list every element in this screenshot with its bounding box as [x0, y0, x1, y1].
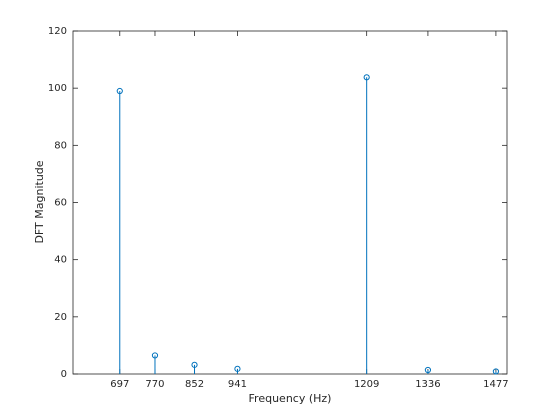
y-tick-label: 0 [61, 369, 67, 380]
y-tick-label: 20 [54, 312, 67, 323]
stem-marker [116, 87, 123, 95]
y-tick-label: 100 [48, 83, 67, 94]
stem-marker [191, 361, 198, 368]
stem-marker [424, 366, 432, 374]
y-axis-label: DFT Magnitude [33, 160, 46, 243]
x-tick-label: 697 [110, 379, 129, 390]
x-tick-label: 852 [185, 379, 204, 390]
x-axis-label: Frequency (Hz) [249, 392, 332, 405]
x-tick-label: 770 [145, 379, 164, 390]
stem-marker [151, 352, 159, 359]
y-tick-label: 120 [48, 26, 67, 37]
y-tick-label: 80 [54, 140, 67, 151]
x-tick-label: 1336 [415, 379, 440, 390]
x-tick-label: 1209 [354, 379, 379, 390]
x-tick-label: 941 [228, 379, 247, 390]
y-tick-label: 60 [54, 198, 67, 209]
y-tick-label: 40 [54, 255, 67, 266]
stem-marker [363, 74, 370, 81]
x-tick-label: 1477 [483, 379, 508, 390]
stem-marker [492, 368, 500, 375]
stem-marker [234, 365, 241, 372]
